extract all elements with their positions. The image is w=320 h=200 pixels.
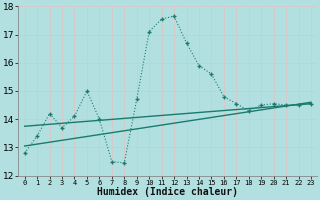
X-axis label: Humidex (Indice chaleur): Humidex (Indice chaleur) — [97, 187, 238, 197]
